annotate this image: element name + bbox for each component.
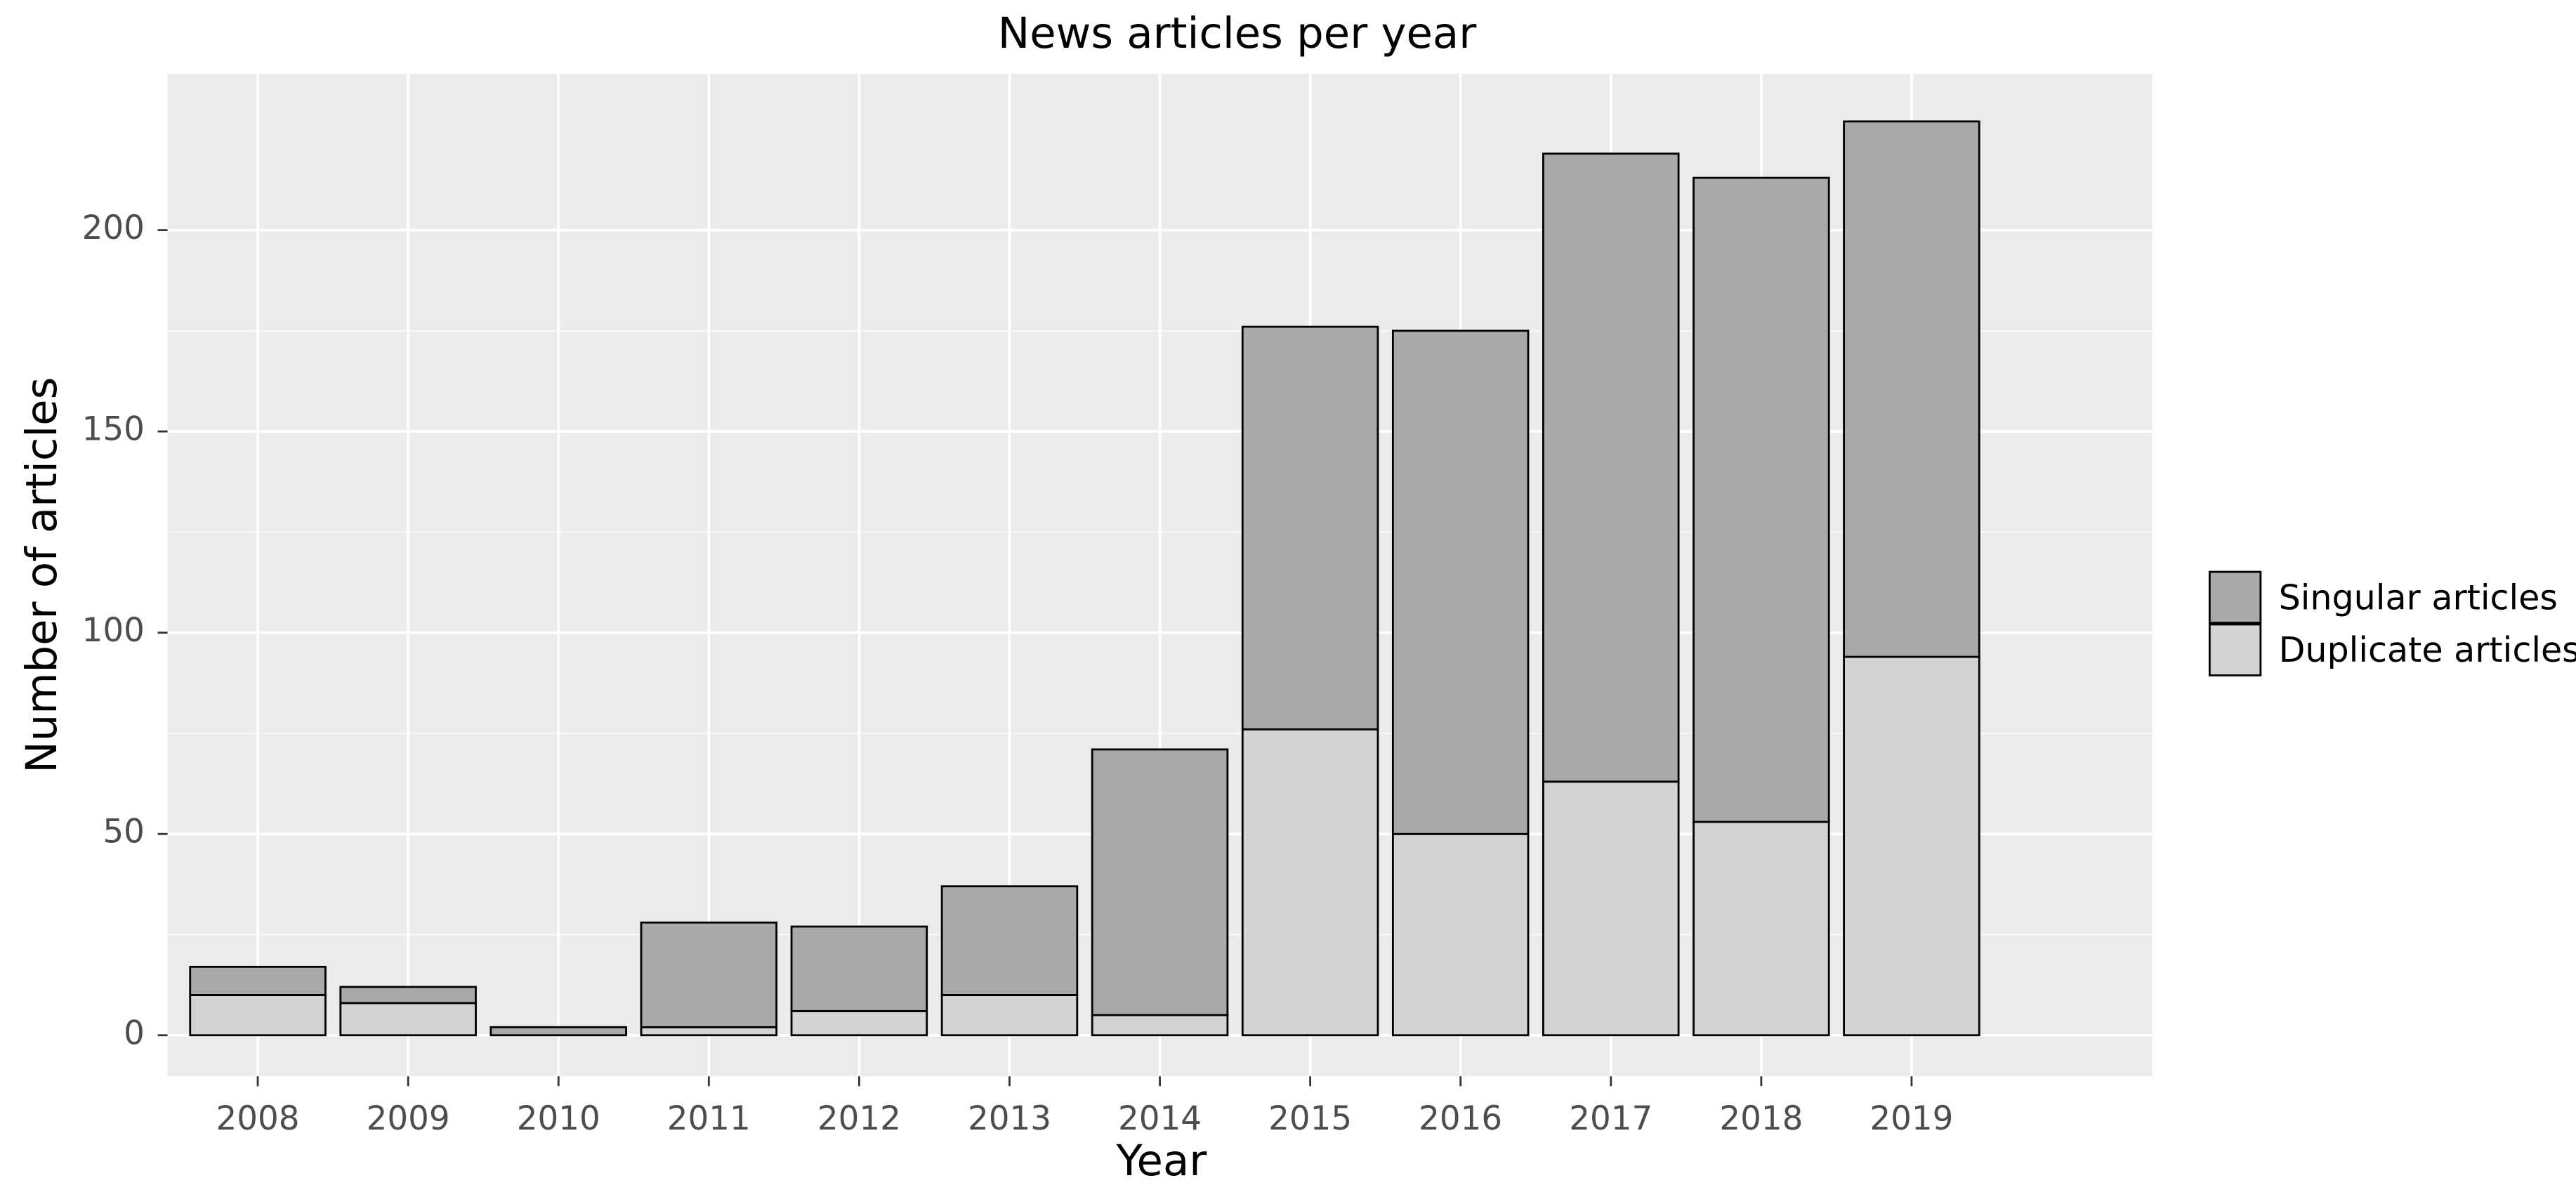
x-tick-label: 2013 xyxy=(968,1100,1051,1138)
bar-segment xyxy=(1391,832,1530,1037)
x-tick-label: 2008 xyxy=(216,1100,300,1138)
bar-segment xyxy=(1542,152,1680,783)
bar-segment xyxy=(1693,176,1830,823)
bar-segment xyxy=(1091,748,1229,1016)
bar-segment xyxy=(339,986,477,1005)
bar-segment xyxy=(1391,329,1530,835)
bar-segment xyxy=(1693,820,1830,1037)
y-tick-label: 200 xyxy=(82,209,145,247)
bar-segment xyxy=(189,994,327,1037)
bar-segment xyxy=(790,1009,928,1037)
legend-key xyxy=(2208,623,2262,676)
x-tick-label: 2009 xyxy=(367,1100,450,1138)
bar-segment xyxy=(640,1026,778,1037)
x-tick-label: 2018 xyxy=(1719,1100,1803,1138)
y-tick-label: 50 xyxy=(103,813,145,851)
bar-segment xyxy=(940,994,1079,1037)
bar-segment xyxy=(339,1002,477,1037)
x-tick-label: 2011 xyxy=(667,1100,751,1138)
y-tick-label: 0 xyxy=(124,1014,145,1052)
bar-segment xyxy=(1091,1014,1229,1037)
bar-segment xyxy=(790,925,928,1012)
x-tick-label: 2010 xyxy=(517,1100,600,1138)
x-tick-label: 2014 xyxy=(1118,1100,1202,1138)
x-tick-label: 2012 xyxy=(817,1100,901,1138)
legend-label: Duplicate articles xyxy=(2279,629,2576,670)
bar-segment xyxy=(1241,728,1379,1037)
x-tick-label: 2016 xyxy=(1419,1100,1502,1138)
bar-segment xyxy=(940,885,1079,996)
y-tick-label: 150 xyxy=(82,411,145,449)
bar-segment xyxy=(489,1026,627,1037)
bar-segment xyxy=(1843,120,1980,658)
bar-segment xyxy=(189,965,327,996)
chart-title: News articles per year xyxy=(998,9,1476,58)
bar-segment xyxy=(1241,325,1379,731)
legend-label: Singular articles xyxy=(2279,577,2558,617)
bar-segment xyxy=(640,921,778,1028)
x-axis-title: Year xyxy=(1115,1137,1207,1186)
legend-key xyxy=(2208,570,2262,624)
bar-segment xyxy=(1843,655,1980,1037)
bar-segment xyxy=(1542,780,1680,1037)
y-tick-label: 100 xyxy=(82,612,145,650)
y-axis-title: Number of articles xyxy=(18,377,67,773)
x-tick-label: 2015 xyxy=(1268,1100,1352,1138)
x-tick-label: 2019 xyxy=(1869,1100,1953,1138)
x-tick-label: 2017 xyxy=(1569,1100,1652,1138)
